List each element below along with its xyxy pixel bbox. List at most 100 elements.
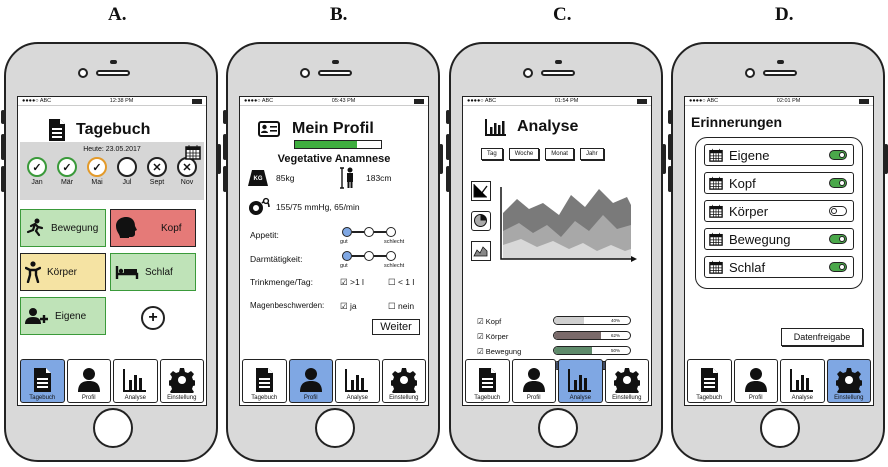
tab-profil[interactable]: Profil: [66, 359, 111, 403]
home-button[interactable]: [538, 408, 578, 448]
weiter-button[interactable]: Weiter: [372, 319, 420, 335]
darm-slider[interactable]: [342, 251, 396, 261]
month-check[interactable]: ✓ Jan: [27, 157, 47, 186]
month-check[interactable]: ✕ Nov: [177, 157, 197, 186]
appetit-label: Appetit:: [250, 230, 279, 240]
category-label[interactable]: ☑ Kopf: [477, 317, 502, 326]
month-label: Sept: [149, 179, 165, 186]
tab-profil[interactable]: Profil: [733, 359, 778, 403]
tile-kopf[interactable]: Kopf: [110, 209, 196, 247]
reminder-item: Schlaf: [704, 256, 854, 278]
id-card-icon: [258, 121, 280, 137]
period-button[interactable]: Woche: [508, 148, 540, 160]
reminder-list: Eigene Kopf Körper Bewegung Schlaf: [695, 137, 863, 289]
tab-label: Analyse: [346, 395, 368, 401]
line-chart-view-icon[interactable]: [471, 181, 491, 201]
home-button[interactable]: [315, 408, 355, 448]
tab-profil[interactable]: Profil: [288, 359, 333, 403]
tab-tagebuch[interactable]: Tagebuch: [242, 359, 287, 403]
page-title: Analyse: [517, 118, 579, 135]
tab-tagebuch[interactable]: Tagebuch: [465, 359, 510, 403]
reminder-label: Kopf: [729, 175, 756, 191]
magen-option-a[interactable]: ☑ ja: [340, 301, 357, 311]
tile-koerper[interactable]: Körper: [20, 253, 106, 291]
screen-analyse: ●●●●○ ABC 01:54 PM Analyse Tag Woche Monat J…: [462, 96, 652, 406]
calendar-icon: [709, 176, 723, 190]
date-panel: Heute: 23.05.2017 ✓ Jan ✓ Mär ✓ Mai Jul ✕ Sept ✕ N…: [20, 142, 204, 200]
status-bar: ●●●●○ ABC 05:43 PM: [240, 97, 428, 106]
trinkmenge-option-a[interactable]: ☑ >1 l: [340, 277, 364, 287]
tab-analyse[interactable]: Analyse: [335, 359, 380, 403]
trinkmenge-label: Trinkmenge/Tag:: [250, 277, 313, 287]
tab-label: Profil: [526, 395, 541, 401]
tab-tagebuch[interactable]: Tagebuch: [20, 359, 65, 403]
month-check[interactable]: ✕ Sept: [147, 157, 167, 186]
tab-analyse[interactable]: Analyse: [113, 359, 158, 403]
reminder-item: Bewegung: [704, 228, 854, 250]
calendar-icon[interactable]: [185, 144, 201, 160]
tab-einstellung[interactable]: Einstellung: [381, 359, 426, 403]
tab-label: Einstellung: [167, 395, 197, 401]
month-label: Mai: [91, 179, 103, 186]
period-button[interactable]: Jahr: [579, 148, 604, 160]
month-label: Jan: [31, 179, 43, 186]
area-chart-view-icon[interactable]: [471, 241, 491, 261]
trinkmenge-option-b[interactable]: ☐ < 1 l: [388, 277, 415, 287]
page-title: Tagebuch: [76, 121, 151, 138]
period-button[interactable]: Monat: [545, 148, 574, 160]
tab-einstellung[interactable]: Einstellung: [604, 359, 649, 403]
calendar-icon: [709, 232, 723, 246]
reminder-toggle[interactable]: [829, 206, 847, 216]
cross-icon: ✕: [147, 157, 167, 177]
period-button[interactable]: Tag: [481, 148, 503, 160]
progress-bar: 62%: [553, 331, 631, 340]
height-icon: [340, 167, 353, 189]
month-check[interactable]: ✓ Mär: [57, 157, 77, 186]
tab-analyse[interactable]: Analyse: [558, 359, 603, 403]
magen-option-b[interactable]: ☐ nein: [388, 301, 415, 311]
month-check[interactable]: Jul: [117, 157, 137, 186]
document-icon: [49, 119, 65, 141]
month-check[interactable]: ✓ Mai: [87, 157, 107, 186]
percent-label: 50%: [610, 348, 620, 353]
tab-bar: Tagebuch Profil Analyse Einstellung: [240, 357, 428, 405]
category-label[interactable]: ☑ Bewegung: [477, 347, 522, 356]
tile-eigene[interactable]: Eigene: [20, 297, 106, 335]
page-title: Erinnerungen: [691, 114, 783, 130]
reminder-toggle[interactable]: [829, 262, 847, 272]
percent-label: 40%: [610, 318, 620, 323]
magen-label: Magenbeschwerden:: [250, 301, 325, 310]
period-selector: Tag Woche Monat Jahr: [481, 148, 651, 160]
tile-bewegung[interactable]: Bewegung: [20, 209, 106, 247]
home-button[interactable]: [760, 408, 800, 448]
reminder-label: Eigene: [729, 147, 770, 163]
reminder-label: Schlaf: [729, 259, 766, 275]
panel-label-d: D.: [775, 4, 794, 25]
tab-tagebuch[interactable]: Tagebuch: [687, 359, 732, 403]
weight-icon: KG: [248, 170, 268, 186]
datenfreigabe-button[interactable]: Datenfreigabe: [781, 328, 863, 346]
tab-label: Analyse: [569, 395, 591, 401]
home-button[interactable]: [93, 408, 133, 448]
tab-einstellung[interactable]: Einstellung: [826, 359, 871, 403]
category-label[interactable]: ☑ Körper: [477, 332, 509, 341]
cross-icon: ✕: [177, 157, 197, 177]
tab-einstellung[interactable]: Einstellung: [159, 359, 204, 403]
running-icon: [26, 218, 44, 237]
tab-label: Tagebuch: [474, 395, 501, 401]
pie-chart-view-icon[interactable]: [471, 211, 491, 231]
month-label: Nov: [180, 179, 194, 186]
reminder-toggle[interactable]: [829, 234, 847, 244]
tab-analyse[interactable]: Analyse: [780, 359, 825, 403]
tab-bar: Tagebuch Profil Analyse Einstellung: [463, 357, 651, 405]
reminder-toggle[interactable]: [829, 150, 847, 160]
reminder-toggle[interactable]: [829, 178, 847, 188]
appetit-slider[interactable]: [342, 227, 396, 237]
tab-bar: Tagebuch Profil Analyse Einstellung: [685, 357, 873, 405]
tile-schlaf[interactable]: Schlaf: [110, 253, 196, 291]
tab-profil[interactable]: Profil: [511, 359, 556, 403]
blood-pressure-value: 155/75 mmHg, 65/min: [276, 202, 360, 212]
check-icon: ✓: [57, 157, 77, 177]
add-button[interactable]: +: [141, 306, 165, 330]
calendar-icon: [709, 148, 723, 162]
